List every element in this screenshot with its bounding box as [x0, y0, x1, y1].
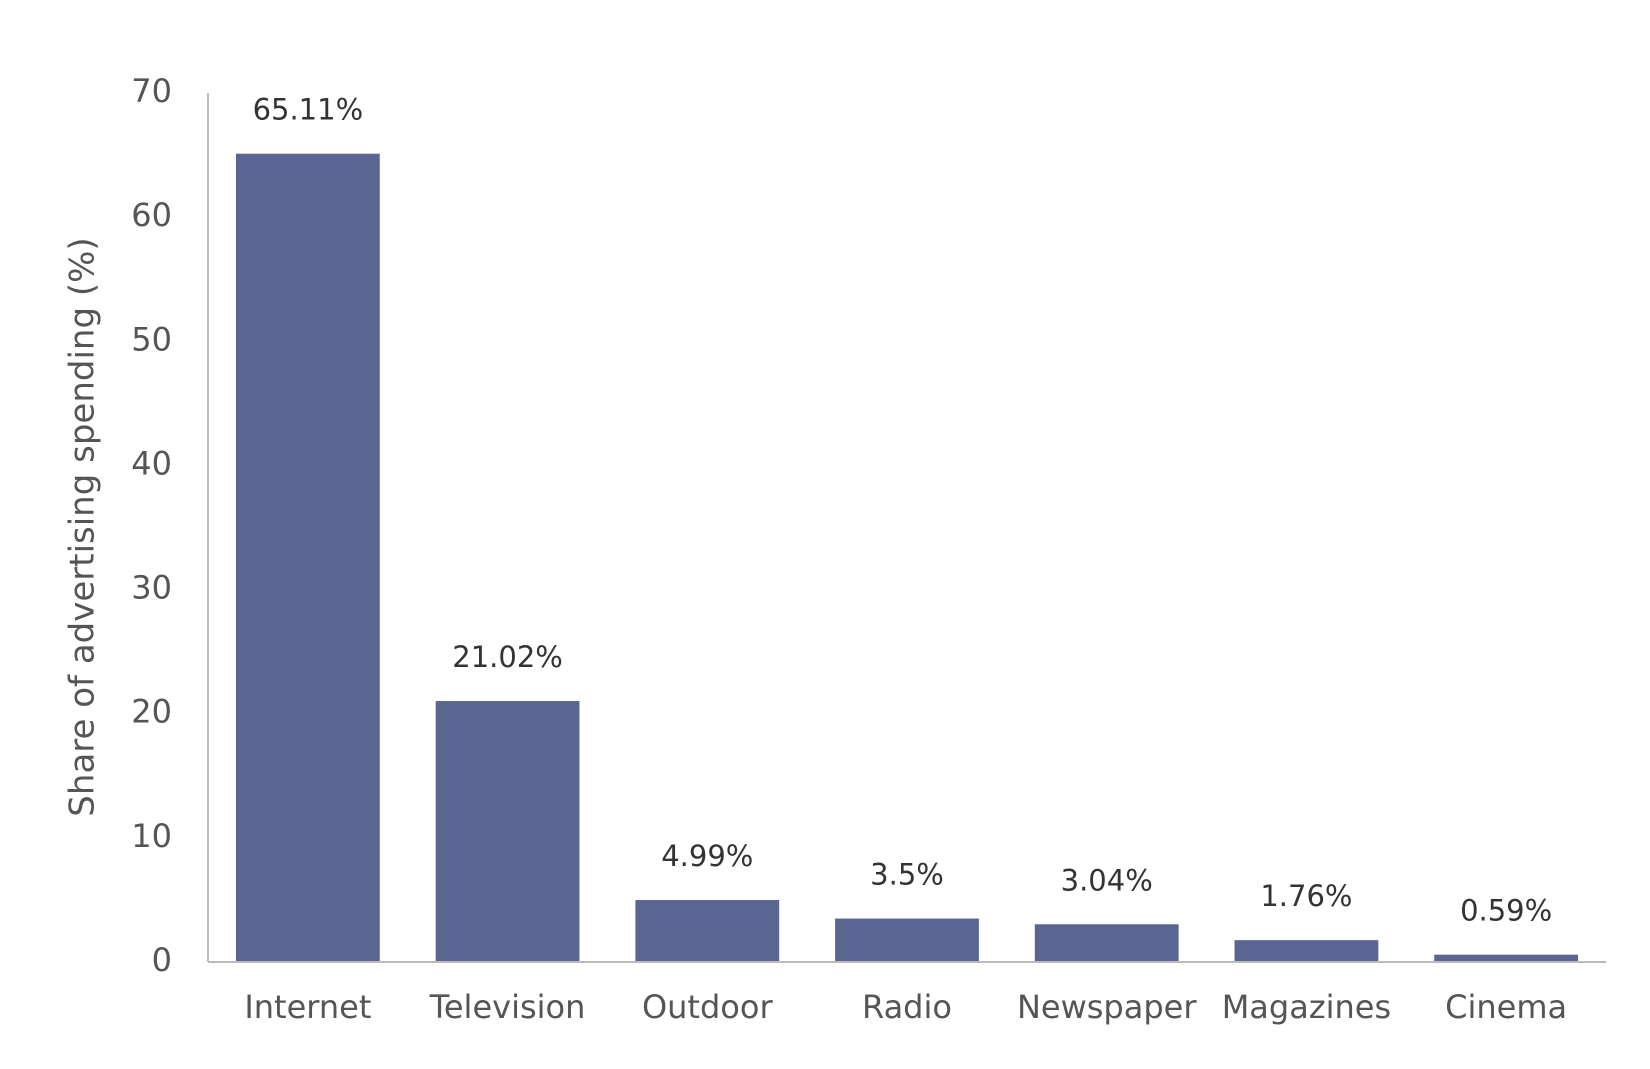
bar: [435, 701, 580, 962]
y-axis-label: Share of advertising spending (%): [63, 237, 103, 816]
x-tick-label: Outdoor: [642, 988, 773, 1026]
y-tick-label: 60: [131, 196, 172, 234]
bar: [1034, 924, 1179, 962]
value-label: 21.02%: [452, 640, 563, 674]
y-tick-label: 40: [131, 444, 172, 482]
x-tick-label: Internet: [244, 988, 371, 1026]
y-tick-label: 50: [131, 320, 172, 358]
bar: [835, 918, 979, 962]
x-tick-label: Newspaper: [1017, 988, 1197, 1026]
value-label: 1.76%: [1260, 879, 1352, 913]
y-tick-label: 0: [152, 941, 172, 979]
value-label: 3.04%: [1061, 863, 1153, 897]
bar: [1234, 940, 1379, 962]
y-tick-label: 20: [131, 693, 172, 731]
x-tick-label: Magazines: [1222, 988, 1391, 1026]
bar: [235, 153, 380, 962]
y-tick-label: 10: [131, 817, 172, 855]
x-tick-label: Radio: [862, 988, 952, 1026]
y-tick-label: 70: [131, 72, 172, 110]
value-label: 0.59%: [1460, 894, 1552, 928]
value-label: 65.11%: [253, 93, 364, 127]
bar: [635, 900, 780, 962]
value-label: 3.5%: [870, 858, 944, 892]
bar: [1434, 954, 1579, 962]
x-tick-label: Cinema: [1445, 988, 1567, 1026]
y-tick-label: 30: [131, 569, 172, 607]
value-label: 4.99%: [661, 839, 753, 873]
x-tick-label: Television: [429, 988, 586, 1026]
